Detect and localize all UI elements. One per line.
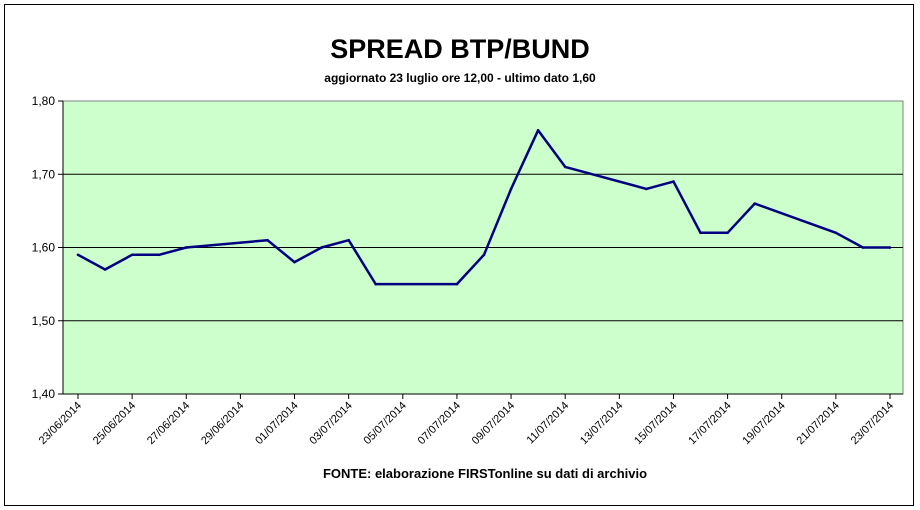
x-tick-label: 19/07/2014	[740, 400, 787, 447]
data-point	[76, 253, 80, 257]
data-point	[185, 246, 188, 249]
x-tick-label: 07/07/2014	[416, 400, 463, 447]
x-tick-label: 29/06/2014	[199, 400, 246, 447]
x-tick-label: 13/07/2014	[578, 400, 625, 447]
x-tick-label: 25/06/2014	[91, 400, 138, 447]
data-point	[266, 238, 269, 242]
x-tick-label: 21/07/2014	[795, 400, 842, 447]
data-point	[834, 231, 838, 235]
gridlines	[63, 173, 903, 322]
data-point	[645, 187, 648, 191]
data-point	[726, 231, 729, 235]
data-point	[753, 202, 756, 205]
data-point	[374, 282, 378, 286]
x-tick-label: 17/07/2014	[686, 400, 733, 447]
data-point	[509, 187, 513, 191]
data-point	[563, 165, 567, 169]
data-point	[888, 246, 892, 249]
x-tick-label: 15/07/2014	[632, 400, 679, 447]
data-point	[293, 260, 296, 264]
data-point	[536, 129, 540, 132]
x-tick-label: 27/06/2014	[145, 400, 192, 447]
data-point	[861, 246, 865, 249]
data-point	[455, 282, 459, 286]
data-point	[103, 268, 107, 271]
data-point	[672, 180, 675, 183]
x-tick-label: 05/07/2014	[362, 400, 409, 447]
data-point	[157, 253, 161, 257]
data-point	[482, 253, 486, 257]
y-axis-ticks: 1,40 1,50 1,60 1,70 1,80	[32, 94, 56, 401]
x-tick-label: 09/07/2014	[470, 400, 517, 447]
x-tick-label: 01/07/2014	[253, 400, 300, 447]
chart-subtitle: aggiornato 23 luglio ore 12,00 - ultimo …	[324, 71, 596, 85]
x-tick-label: 23/07/2014	[849, 400, 896, 447]
y-tick-label: 1,40	[32, 387, 56, 401]
x-tick-label: 23/06/2014	[37, 400, 84, 447]
y-tick-label: 1,60	[32, 241, 56, 255]
y-tick-label: 1,70	[32, 167, 56, 181]
series-line	[76, 129, 892, 286]
axes	[58, 100, 903, 399]
data-point	[699, 231, 702, 235]
y-tick-label: 1,50	[32, 314, 56, 328]
y-tick-label: 1,80	[32, 94, 56, 108]
data-point	[347, 238, 351, 242]
chart-title: SPREAD BTP/BUND	[330, 34, 590, 64]
x-tick-label: 03/07/2014	[307, 400, 354, 447]
data-point	[320, 246, 323, 249]
data-point	[130, 253, 134, 257]
x-tick-label: 11/07/2014	[524, 400, 571, 447]
x-axis-ticks: 23/06/2014 25/06/2014 27/06/2014 29/06/2014…	[37, 400, 896, 447]
chart-source-note: FONTE: elaborazione FIRSTonline su dati …	[322, 466, 648, 481]
